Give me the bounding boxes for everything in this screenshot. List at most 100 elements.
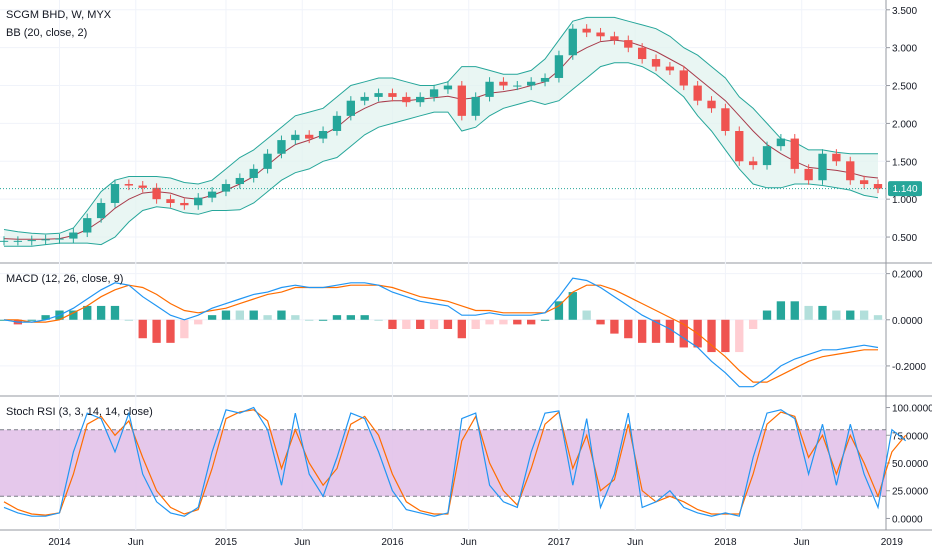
chart-title: SCGM BHD, W, MYX (6, 9, 112, 21)
price-candle-body (207, 191, 217, 198)
time-tick-label: 2017 (548, 537, 571, 548)
macd-histogram-bar (610, 319, 619, 334)
macd-histogram-bar (291, 315, 300, 320)
macd-histogram-bar (846, 310, 855, 320)
macd-histogram-bar (554, 301, 564, 320)
macd-histogram-bar (388, 319, 397, 329)
bb-lower-line (4, 62, 879, 247)
macd-histogram-bar (249, 310, 258, 320)
price-candle-body (735, 131, 744, 162)
price-candle-body (402, 96, 411, 103)
macd-histogram-bar (859, 310, 869, 320)
price-candle-body (457, 85, 466, 116)
macd-histogram-bar (471, 319, 480, 329)
price-candle-body (277, 140, 286, 154)
price-candle-body (485, 81, 494, 97)
macd-histogram-bar (277, 310, 286, 320)
price-candle-body (568, 28, 577, 56)
price-candle-body (596, 32, 605, 37)
macd-histogram-bar (402, 319, 411, 329)
macd-histogram-bar (776, 301, 786, 320)
macd-histogram-bar (582, 310, 591, 320)
time-tick-label: 2015 (215, 537, 238, 548)
stoch-d-line (3, 409, 907, 516)
price-candle-body (859, 180, 869, 185)
macd-histogram-bar (360, 315, 369, 320)
price-candle-body (610, 36, 619, 41)
macd-histogram-bar (790, 301, 799, 320)
macd-histogram-bar (651, 319, 661, 343)
macd-histogram-bar (485, 319, 494, 325)
price-candle-body (443, 85, 453, 90)
macd-histogram-bar (69, 310, 78, 320)
price-candle-body (693, 85, 702, 101)
time-tick-label: 2016 (381, 537, 404, 548)
price-candle-body (540, 77, 550, 82)
stoch-tick-label: 0.0000 (892, 514, 923, 525)
macd-histogram-bar (332, 315, 342, 320)
macd-signal-line (4, 284, 878, 383)
price-candle-body (388, 93, 397, 97)
macd-histogram-bar (762, 310, 772, 320)
price-tick-label: 1.500 (892, 157, 917, 168)
price-candle-body (0, 240, 9, 242)
stoch-k-line (3, 406, 907, 517)
bb-upper-line (3, 16, 878, 235)
price-tick-label: 2.000 (892, 119, 917, 130)
price-candle-body (776, 138, 786, 147)
macd-tick-label: 0.2000 (892, 270, 923, 281)
price-tick-label: 3.000 (892, 44, 917, 55)
price-candle-body (235, 177, 245, 185)
price-candle-body (27, 240, 36, 242)
macd-histogram-bar (499, 319, 508, 325)
bb-basis-line (3, 39, 879, 240)
price-candle-body (707, 100, 716, 109)
macd-histogram-bar (873, 315, 883, 320)
stoch-tick-label: 75.0000 (892, 431, 929, 442)
price-candle-body (679, 70, 688, 86)
macd-histogram-bar (624, 319, 633, 339)
macd-histogram-bar (152, 319, 161, 343)
macd-histogram-bar (96, 305, 106, 320)
macd-histogram-bar (832, 310, 841, 320)
macd-histogram-bar (138, 319, 147, 339)
price-candle-body (263, 153, 272, 169)
price-candle-body (637, 47, 647, 60)
macd-histogram-bar (180, 319, 189, 339)
stoch-tick-label: 50.0000 (892, 459, 929, 470)
time-tick-label: Jun (627, 537, 643, 548)
macd-histogram-bar (318, 319, 328, 321)
macd-histogram-bar (207, 315, 217, 320)
price-candle-body (305, 134, 314, 139)
price-candle-body (346, 100, 355, 116)
price-candle-body (804, 168, 813, 181)
macd-indicator-label: MACD (12, 26, close, 9) (6, 273, 123, 285)
price-candle-body (166, 199, 175, 203)
price-candle-body (873, 184, 883, 189)
macd-histogram-bar (527, 319, 536, 325)
price-candle-body (124, 184, 134, 186)
time-tick-label: Jun (294, 537, 310, 548)
price-tick-label: 1.000 (892, 195, 917, 206)
price-candle-body (429, 89, 439, 97)
last-price-tag-text: 1.140 (892, 184, 917, 195)
macd-histogram-bar (443, 319, 453, 329)
price-candle-body (360, 96, 369, 101)
price-candle-body (249, 168, 258, 178)
price-candle-body (471, 96, 480, 116)
price-candle-body (721, 108, 730, 131)
macd-histogram-bar (748, 319, 758, 329)
macd-histogram-bar (707, 319, 716, 353)
price-candle-body (499, 81, 508, 86)
price-tick-label: 0.500 (892, 233, 917, 244)
price-candle-body (818, 153, 827, 181)
price-candle-body (69, 232, 78, 239)
macd-histogram-bar (83, 305, 92, 320)
macd-histogram-bar (263, 315, 272, 320)
macd-histogram-bar (429, 319, 439, 329)
price-candle-body (138, 185, 147, 188)
price-candle-body (527, 81, 536, 86)
last-price-tag: 1.140 (888, 181, 922, 197)
